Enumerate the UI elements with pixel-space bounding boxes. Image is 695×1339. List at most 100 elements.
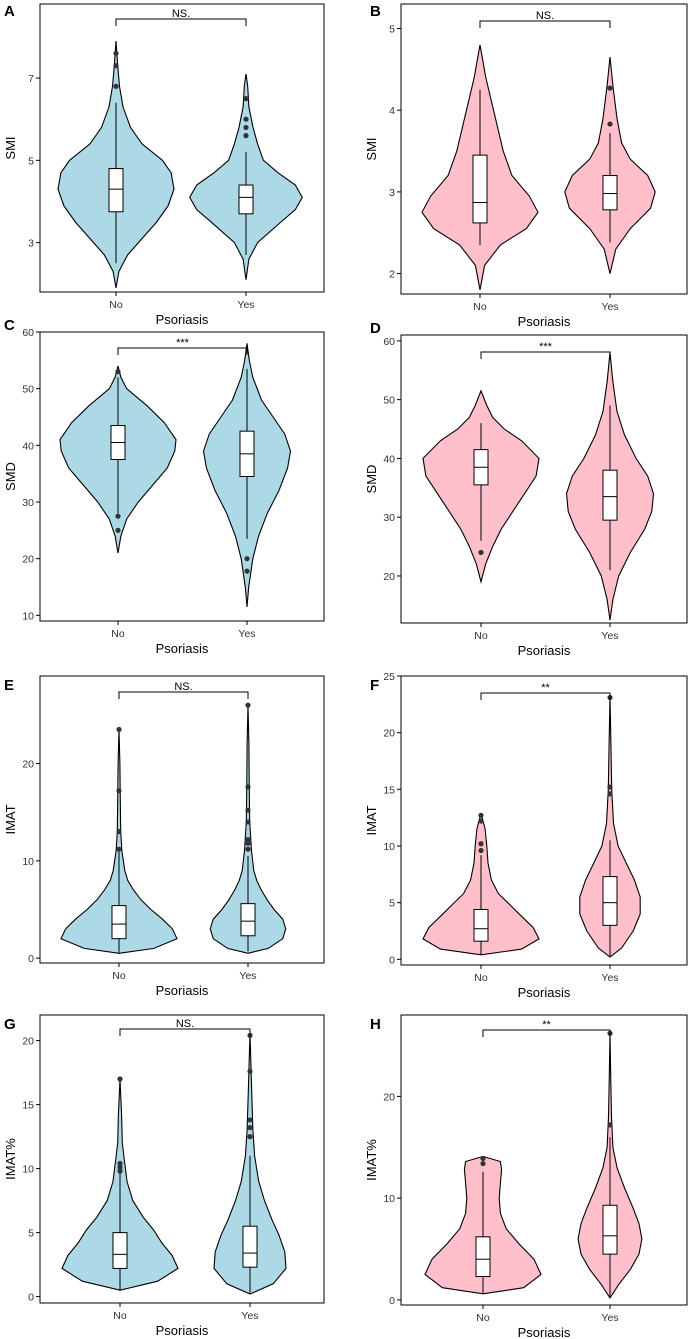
outlier-point — [113, 83, 119, 89]
box-yes — [602, 469, 618, 521]
outlier-point — [243, 116, 249, 122]
outlier-point — [117, 1164, 123, 1170]
outlier-point — [607, 1122, 613, 1128]
outlier-point — [247, 1134, 253, 1140]
x-axis-title: Psoriasis — [156, 312, 209, 327]
y-tick-label: 4 — [389, 105, 395, 117]
box-yes — [602, 175, 618, 211]
outlier-point — [115, 527, 121, 533]
x-axis-title: Psoriasis — [518, 985, 571, 1000]
x-axis-title: Psoriasis — [156, 983, 209, 998]
outlier-point — [117, 1168, 123, 1174]
y-axis-title: IMAT% — [364, 1139, 379, 1181]
y-tick-label: 5 — [389, 898, 395, 910]
y-axis-title: IMAT% — [3, 1138, 18, 1180]
box-no — [111, 905, 127, 940]
box-yes — [240, 903, 256, 937]
outlier-point — [245, 784, 251, 790]
outlier-point — [247, 1125, 253, 1131]
outlier-point — [117, 1076, 123, 1082]
x-tick-label: Yes — [601, 630, 618, 642]
significance-bracket — [480, 351, 611, 359]
y-tick-label: 10 — [383, 841, 395, 853]
y-tick-label: 40 — [383, 453, 395, 465]
outlier-point — [478, 841, 484, 847]
plot-frame — [400, 334, 688, 624]
outlier-point — [607, 121, 613, 127]
y-tick-label: 60 — [383, 336, 395, 348]
y-tick-label: 15 — [383, 784, 395, 796]
outlier-point — [243, 96, 249, 102]
y-tick-label: 20 — [22, 759, 34, 771]
outlier-point — [607, 784, 613, 790]
box-no — [473, 908, 489, 942]
y-tick-label: 0 — [389, 954, 395, 966]
outlier-point — [245, 836, 251, 843]
y-axis-title: SMI — [3, 136, 18, 159]
outlier-point — [245, 702, 251, 708]
outlier-point — [116, 788, 122, 794]
outlier-point — [113, 50, 119, 56]
plot-frame — [400, 3, 688, 295]
box-yes — [238, 184, 254, 215]
y-tick-label: 60 — [22, 327, 34, 339]
x-tick-label: Yes — [241, 1310, 258, 1322]
outlier-point — [116, 846, 122, 852]
y-tick-label: 3 — [389, 187, 395, 199]
panel-A: A 3 5 7 No Yes SMI Psoriasis NS. — [3, 3, 325, 327]
box-yes — [602, 876, 618, 926]
panel-label: G — [4, 1016, 16, 1033]
y-tick-label: 20 — [383, 1091, 395, 1103]
y-tick-label: 10 — [383, 1193, 395, 1205]
outlier-point — [478, 847, 484, 854]
x-tick-label: Yes — [237, 299, 254, 311]
box-yes — [602, 1204, 618, 1255]
x-axis-title: Psoriasis — [518, 643, 571, 658]
y-tick-label: 20 — [383, 571, 395, 583]
plot-frame — [39, 3, 325, 293]
significance-label: NS. — [176, 1018, 194, 1030]
x-axis-title: Psoriasis — [156, 1323, 209, 1338]
x-tick-label: No — [109, 299, 123, 311]
panel-C: C 10 20 30 40 50 60 No Yes SMD Psoriasis *** — [3, 317, 325, 656]
y-tick-label: 30 — [383, 512, 395, 524]
panel-H: H 0 10 20 No Yes IMAT% Psoriasis ** — [364, 1014, 688, 1339]
y-tick-label: 10 — [22, 610, 34, 622]
y-tick-label: 3 — [28, 238, 34, 250]
y-tick-label: 25 — [383, 671, 395, 683]
y-tick-label: 20 — [22, 554, 34, 566]
x-tick-label: No — [113, 1310, 127, 1322]
significance-bracket — [119, 1028, 251, 1036]
y-tick-label: 0 — [28, 1292, 34, 1304]
outlier-point — [244, 568, 250, 574]
y-tick-label: 5 — [28, 1228, 34, 1240]
significance-label: NS. — [172, 8, 190, 20]
x-axis-title: Psoriasis — [518, 1325, 571, 1339]
significance-label: ** — [541, 682, 550, 694]
y-tick-label: 20 — [383, 728, 395, 740]
x-tick-label: Yes — [601, 1312, 618, 1324]
panel-B: B 2 3 4 5 No Yes SMI Psoriasis NS. — [364, 3, 688, 329]
box-no — [475, 1236, 491, 1278]
panel-E: E 0 10 20 No Yes IMAT Psoriasis NS. — [3, 675, 325, 998]
outlier-point — [478, 812, 484, 819]
significance-bracket — [118, 691, 249, 699]
significance-label: NS. — [174, 681, 192, 693]
x-tick-label: No — [474, 630, 488, 642]
y-tick-label: 0 — [28, 953, 34, 965]
significance-bracket — [480, 692, 611, 700]
x-tick-label: Yes — [601, 972, 618, 984]
significance-bracket — [115, 18, 247, 26]
y-axis-title: IMAT — [3, 804, 18, 834]
outlier-point — [478, 549, 484, 556]
plot-frame — [400, 675, 688, 966]
y-tick-label: 50 — [22, 384, 34, 396]
plot-frame — [400, 1014, 688, 1306]
y-axis-title: IMAT — [364, 805, 379, 835]
outlier-point — [113, 63, 119, 69]
y-tick-label: 30 — [22, 497, 34, 509]
y-axis-title: SMD — [364, 465, 379, 494]
y-axis-title: SMD — [3, 462, 18, 491]
outlier-point — [247, 1117, 253, 1123]
outlier-point — [116, 829, 122, 835]
